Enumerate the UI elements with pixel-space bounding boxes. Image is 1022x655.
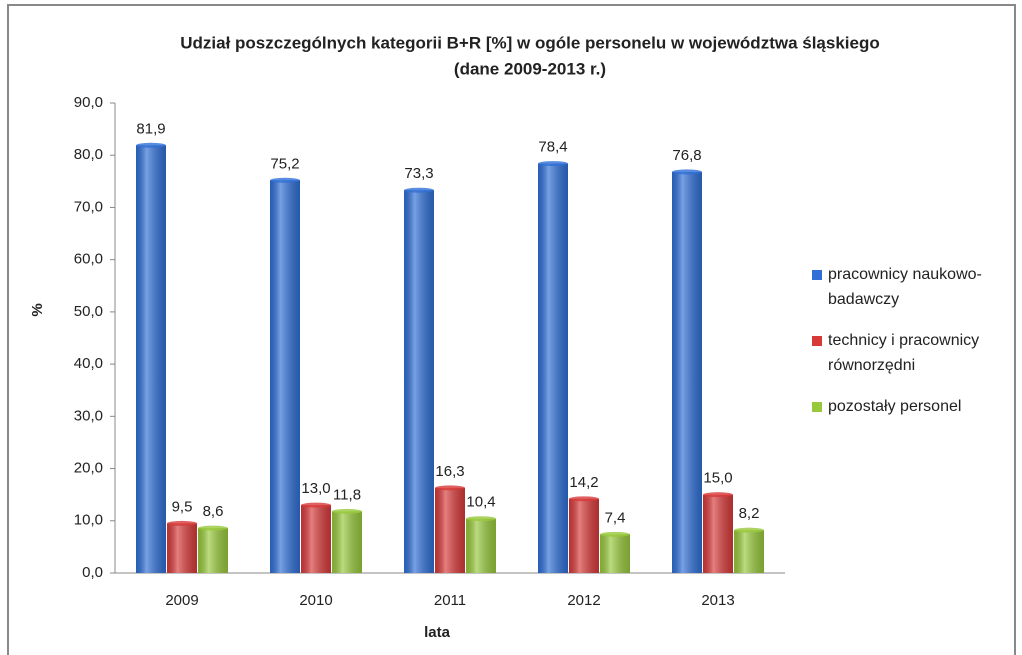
bar-shine (404, 190, 434, 573)
data-label: 8,2 (739, 505, 760, 522)
bar-shine (703, 494, 733, 573)
bar-shine (672, 171, 702, 573)
data-label: 75,2 (270, 155, 299, 172)
legend-label: pracownicy naukowo-badawczy (828, 266, 982, 308)
data-label: 14,2 (569, 474, 598, 491)
legend-label: pozostały personel (828, 398, 962, 415)
bar-shine (332, 511, 362, 573)
bar-shine (435, 487, 465, 573)
bar-shine (301, 505, 331, 573)
bar-cap (301, 502, 331, 508)
bar-cap (538, 161, 568, 167)
x-tick-label: 2009 (165, 592, 198, 609)
legend-entry: pracownicy naukowo-badawczy (812, 262, 1007, 312)
y-tick-label: 50,0 (74, 303, 103, 320)
x-tick-label: 2013 (701, 592, 734, 609)
y-tick-label: 60,0 (74, 251, 103, 268)
bar-cap (332, 508, 362, 514)
legend-swatch (812, 336, 822, 346)
data-label: 78,4 (538, 139, 567, 156)
bar-shine (538, 163, 568, 574)
data-label: 13,0 (301, 480, 330, 497)
bar-cap (136, 142, 166, 148)
legend-label: technicy i pracownicy równorzędni (828, 332, 980, 374)
legend-swatch (812, 402, 822, 412)
legend: pracownicy naukowo-badawczy technicy i pr… (812, 262, 1007, 435)
legend-entry: technicy i pracownicy równorzędni (812, 328, 1007, 378)
x-tick-label: 2010 (299, 592, 332, 609)
x-tick-label: 2012 (567, 592, 600, 609)
chart-title: (dane 2009-2013 r.) (454, 59, 606, 78)
data-label: 16,3 (435, 463, 464, 480)
data-label: 9,5 (172, 498, 193, 515)
y-tick-label: 80,0 (74, 146, 103, 163)
bar-shine (466, 518, 496, 573)
bar-cap (404, 187, 434, 193)
bar-shine (734, 530, 764, 573)
chart-title: Udział poszczególnych kategorii B+R [%] … (180, 33, 880, 52)
bar-cap (734, 527, 764, 533)
y-tick-label: 90,0 (74, 94, 103, 111)
bar-shine (270, 180, 300, 574)
x-axis-label: lata (424, 624, 451, 641)
bar-cap (270, 177, 300, 183)
data-label: 15,0 (703, 470, 732, 487)
bar-shine (136, 145, 166, 574)
bar-cap (167, 520, 197, 526)
y-tick-label: 30,0 (74, 407, 103, 424)
x-tick-label: 2011 (434, 592, 466, 609)
data-label: 81,9 (136, 120, 165, 137)
bar-cap (198, 525, 228, 531)
frame (7, 4, 1016, 655)
bar-cap (600, 531, 630, 537)
y-tick-label: 70,0 (74, 198, 103, 215)
y-tick-label: 0,0 (82, 564, 103, 581)
bar-cap (672, 169, 702, 175)
data-label: 76,8 (672, 147, 701, 164)
bar-cap (466, 516, 496, 522)
data-label: 7,4 (605, 509, 626, 526)
data-label: 73,3 (404, 165, 433, 182)
bar-shine (569, 498, 599, 573)
data-label: 8,6 (203, 503, 224, 520)
data-label: 10,4 (466, 494, 495, 511)
y-tick-label: 40,0 (74, 355, 103, 372)
bar-cap (569, 496, 599, 502)
legend-entry: pozostały personel (812, 394, 1007, 419)
bar-shine (600, 534, 630, 573)
bar-cap (435, 485, 465, 491)
y-tick-label: 10,0 (74, 512, 103, 529)
y-axis-label: % (29, 303, 46, 316)
y-tick-label: 20,0 (74, 460, 103, 477)
bar-shine (198, 528, 228, 573)
bar-shine (167, 523, 197, 573)
bar-cap (703, 492, 733, 498)
data-label: 11,8 (333, 486, 361, 503)
legend-swatch (812, 270, 822, 280)
